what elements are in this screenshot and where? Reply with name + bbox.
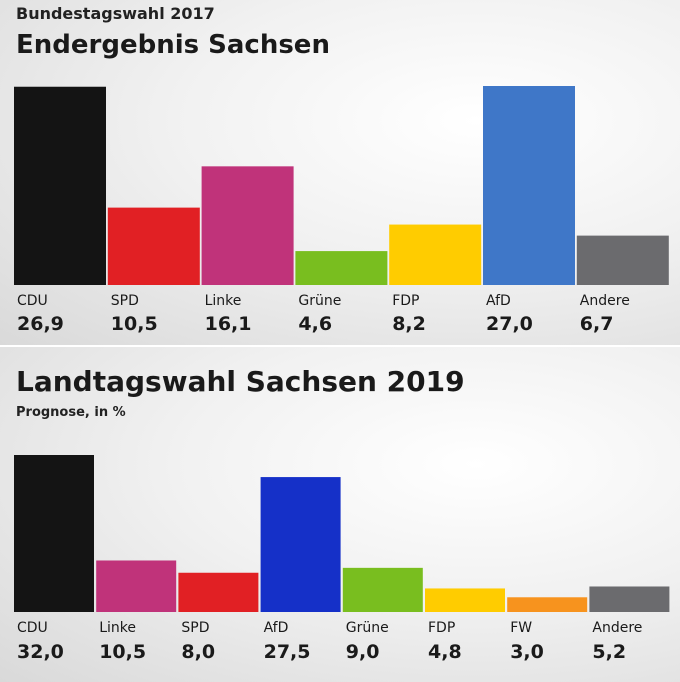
value-label: 27,0 [486, 313, 533, 335]
value-label: 8,2 [392, 313, 426, 335]
chart-title: Endergebnis Sachsen [16, 30, 330, 60]
bar-linke [201, 166, 294, 285]
bar-spd [178, 572, 259, 612]
category-label: FDP [428, 620, 455, 636]
category-label: Linke [99, 620, 136, 636]
value-label: 5,2 [592, 641, 626, 663]
category-label: CDU [17, 620, 48, 636]
category-label: FDP [392, 293, 419, 309]
chart-title: Landtagswahl Sachsen 2019 [16, 365, 465, 398]
chart-subtitle: Prognose, in % [16, 405, 126, 420]
bar-cdu [14, 86, 106, 286]
value-label: 32,0 [17, 641, 64, 663]
bar-grüne [295, 251, 388, 285]
category-label: SPD [111, 293, 139, 309]
value-label: 3,0 [510, 641, 544, 663]
bar-afd [483, 86, 575, 285]
bar-fdp [389, 224, 482, 285]
value-label: 8,0 [181, 641, 215, 663]
value-label: 4,8 [428, 641, 462, 663]
category-label: Linke [205, 293, 242, 309]
bar-andere [589, 586, 670, 612]
category-label: Grüne [346, 620, 389, 636]
bar-chart-landtagswahl: CDU 32,0 Linke 10,5 SPD 8,0 AfD 27,5 Grüne 9,0 FDP… [14, 455, 670, 663]
bar-andere [576, 235, 669, 285]
value-label: 6,7 [580, 313, 614, 335]
category-label: Grüne [298, 293, 341, 309]
chart-panel-landtagswahl: Landtagswahl Sachsen 2019 Prognose, in %… [0, 345, 680, 682]
bar-afd [260, 477, 341, 612]
bar-chart-bundestagswahl: CDU 26,9 SPD 10,5 Linke 16,1 Grüne 4,6 FDP 8,2 AfD… [14, 86, 669, 335]
category-label: FW [510, 620, 532, 636]
category-label: AfD [264, 620, 289, 636]
category-label: Andere [592, 620, 642, 636]
bar-grüne [342, 567, 423, 612]
value-label: 9,0 [346, 641, 380, 663]
value-label: 16,1 [205, 313, 252, 335]
chart-panel-bundestagswahl: Bundestagswahl 2017 Endergebnis Sachsen … [0, 0, 680, 345]
bar-fdp [425, 588, 505, 612]
value-label: 26,9 [17, 313, 64, 335]
bar-fw [507, 597, 588, 612]
bar-linke [96, 560, 177, 612]
chart-supertitle: Bundestagswahl 2017 [16, 4, 215, 23]
value-label: 10,5 [99, 641, 146, 663]
category-label: Andere [580, 293, 630, 309]
category-label: CDU [17, 293, 48, 309]
value-label: 10,5 [111, 313, 158, 335]
value-label: 27,5 [264, 641, 311, 663]
value-label: 4,6 [298, 313, 332, 335]
bar-cdu [14, 455, 94, 612]
category-label: AfD [486, 293, 511, 309]
bar-spd [107, 207, 200, 285]
category-label: SPD [181, 620, 209, 636]
